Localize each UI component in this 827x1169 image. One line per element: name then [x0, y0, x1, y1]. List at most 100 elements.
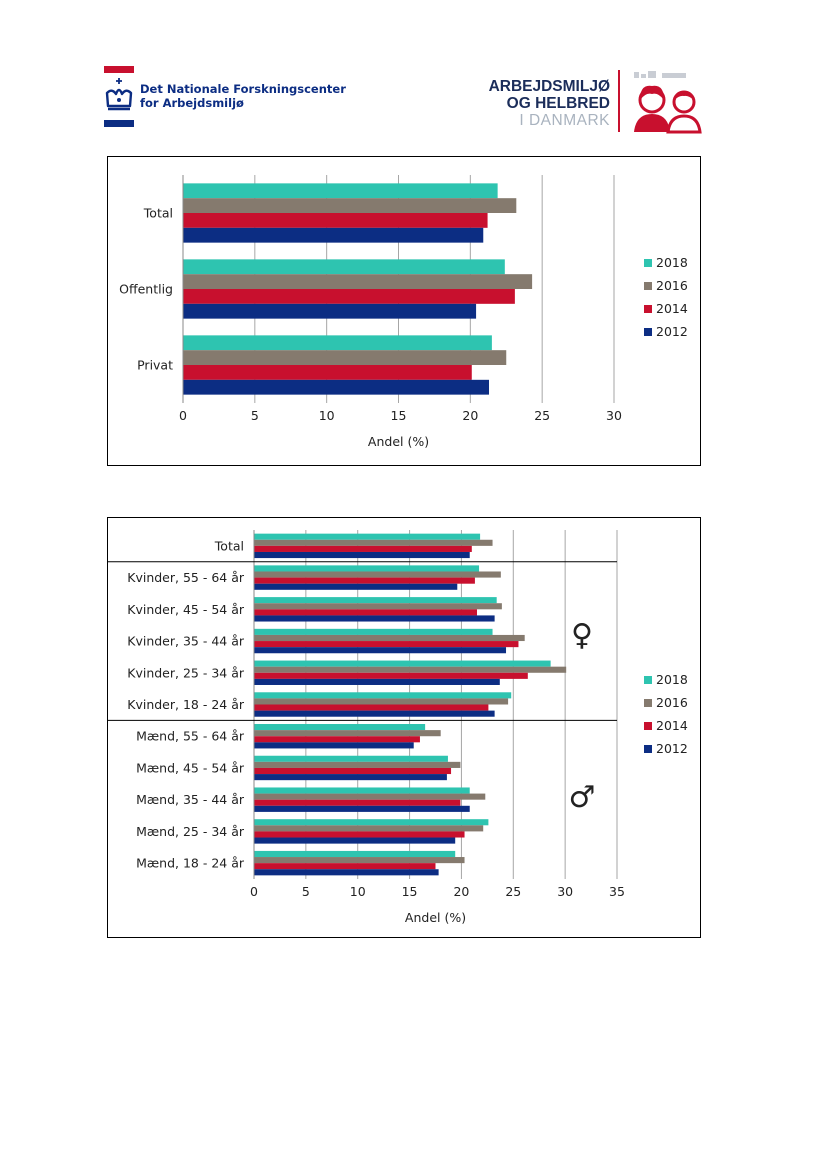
bar-mænd-35-44-år-2016: [254, 793, 486, 800]
legend-swatch-2014: [644, 305, 652, 313]
bar-total-2014: [183, 213, 488, 228]
bar-mænd-18-24-år-2018: [254, 850, 456, 858]
x-tick-label: 25: [534, 408, 550, 423]
bar-kvinder-35-44-år-2014: [254, 641, 519, 648]
category-label: Kvinder, 45 - 54 år: [127, 602, 245, 617]
logo-org-line1: Det Nationale Forskningscenter: [140, 82, 346, 96]
category-label: Kvinder, 25 - 34 år: [127, 665, 245, 680]
legend-label-2016: 2016: [656, 278, 688, 293]
bar-mænd-35-44-år-2012: [254, 805, 470, 812]
category-label: Mænd, 25 - 34 år: [136, 824, 245, 839]
bar-kvinder-35-44-år-2016: [254, 634, 525, 642]
category-label: Offentlig: [119, 282, 173, 297]
bar-total-2016: [254, 539, 493, 546]
bar-mænd-25-34-år-2018: [254, 819, 489, 826]
bar-privat-2014: [183, 365, 472, 380]
x-tick-label: 5: [302, 884, 310, 899]
x-axis-label: Andel (%): [405, 910, 466, 925]
logo-org-name: Det Nationale Forskningscenter for Arbej…: [140, 82, 346, 110]
category-label: Kvinder, 35 - 44 år: [127, 634, 245, 649]
bar-mænd-45-54-år-2012: [254, 774, 447, 781]
bar-offentlig-2018: [183, 259, 505, 275]
x-tick-label: 5: [251, 408, 259, 423]
chart-sector: Total Offentlig Privat 0 5 10 15 20 25 30 Andel (%…: [107, 156, 701, 466]
bar-kvinder-55-64-år-2012: [254, 583, 458, 590]
amh-logo-line3: I DANMARK: [519, 112, 610, 129]
female-symbol: ♀: [571, 618, 593, 653]
bar-mænd-35-44-år-2018: [254, 787, 470, 794]
bar-mænd-45-54-år-2016: [254, 761, 461, 768]
bar-kvinder-35-44-år-2012: [254, 647, 507, 654]
bar-kvinder-55-64-år-2016: [254, 571, 501, 578]
amh-logo-line2: OG HELBRED: [506, 95, 610, 112]
bar-kvinder-18-24-år-2016: [254, 698, 509, 705]
bar-offentlig-2012: [183, 303, 477, 319]
bar-kvinder-45-54-år-2014: [254, 609, 477, 616]
bar-privat-2018: [183, 335, 492, 351]
amh-logo-line1: ARBEJDSMILJØ: [488, 78, 610, 95]
x-tick-label: 35: [609, 884, 625, 899]
category-label: Mænd, 18 - 24 år: [136, 856, 245, 871]
bar-kvinder-25-34-år-2016: [254, 666, 567, 673]
legend-swatch-2012: [644, 745, 652, 753]
legend-label-2016: 2016: [656, 695, 688, 710]
x-tick-label: 20: [462, 408, 478, 423]
bar-mænd-45-54-år-2014: [254, 767, 452, 775]
bar-total-2012: [254, 551, 470, 559]
bar-offentlig-2016: [183, 274, 533, 289]
category-label: Mænd, 35 - 44 år: [136, 792, 245, 807]
bar-mænd-55-64-år-2016: [254, 730, 441, 737]
category-label: Total: [143, 206, 173, 221]
logo-stripe-navy: [104, 120, 134, 127]
bar-kvinder-18-24-år-2012: [254, 710, 495, 717]
legend-label-2012: 2012: [656, 324, 688, 339]
legend-label-2014: 2014: [656, 718, 688, 733]
category-label: Privat: [137, 358, 173, 373]
x-tick-label: 30: [557, 884, 573, 899]
x-axis-label: Andel (%): [368, 434, 429, 449]
bar-kvinder-45-54-år-2016: [254, 603, 502, 610]
bar-privat-2016: [183, 350, 507, 365]
bar-kvinder-25-34-år-2012: [254, 678, 500, 685]
x-tick-label: 20: [453, 884, 469, 899]
crown-icon: [105, 78, 133, 111]
legend-swatch-2018: [644, 259, 652, 267]
chart-sector-svg: Total Offentlig Privat 0 5 10 15 20 25 30 Andel (%…: [119, 175, 688, 449]
legend-swatch-2016: [644, 699, 652, 707]
bar-privat-2012: [183, 379, 490, 395]
bar-mænd-55-64-år-2014: [254, 736, 420, 743]
legend-label-2014: 2014: [656, 301, 688, 316]
logo-stripe-red: [104, 66, 134, 73]
legend-label-2012: 2012: [656, 741, 688, 756]
bar-mænd-55-64-år-2018: [254, 724, 426, 731]
legend-label-2018: 2018: [656, 672, 688, 687]
x-tick-label: 30: [606, 408, 622, 423]
chart-gender-age: Total Kvinder, 55 - 64 år Kvinder, 45 - 54…: [107, 517, 701, 938]
legend-label-2018: 2018: [656, 255, 688, 270]
bar-offentlig-2014: [183, 289, 515, 304]
x-tick-label: 25: [505, 884, 521, 899]
amh-logo: ARBEJDSMILJØ OG HELBRED I DANMARK: [488, 68, 712, 138]
bar-total-2016: [183, 198, 517, 213]
legend-swatch-2014: [644, 722, 652, 730]
bar-total-2014: [254, 545, 472, 552]
legend-swatch-2016: [644, 282, 652, 290]
category-label: Mænd, 45 - 54 år: [136, 760, 245, 775]
x-tick-label: 0: [250, 884, 258, 899]
bar-kvinder-55-64-år-2014: [254, 577, 475, 584]
legend-swatch-2012: [644, 328, 652, 336]
bar-mænd-25-34-år-2012: [254, 837, 456, 844]
category-label: Kvinder, 18 - 24 år: [127, 697, 245, 712]
bar-kvinder-35-44-år-2018: [254, 628, 493, 635]
x-tick-label: 15: [391, 408, 407, 423]
logo-divider: [618, 70, 620, 132]
male-symbol: ♂: [569, 780, 596, 815]
bar-mænd-18-24-år-2016: [254, 857, 465, 864]
legend-swatch-2018: [644, 676, 652, 684]
bar-kvinder-45-54-år-2018: [254, 597, 497, 604]
bar-mænd-18-24-år-2014: [254, 863, 436, 870]
x-tick-label: 10: [319, 408, 335, 423]
bar-mænd-25-34-år-2014: [254, 831, 465, 838]
category-label: Kvinder, 55 - 64 år: [127, 570, 245, 585]
bar-total-2018: [183, 183, 498, 199]
